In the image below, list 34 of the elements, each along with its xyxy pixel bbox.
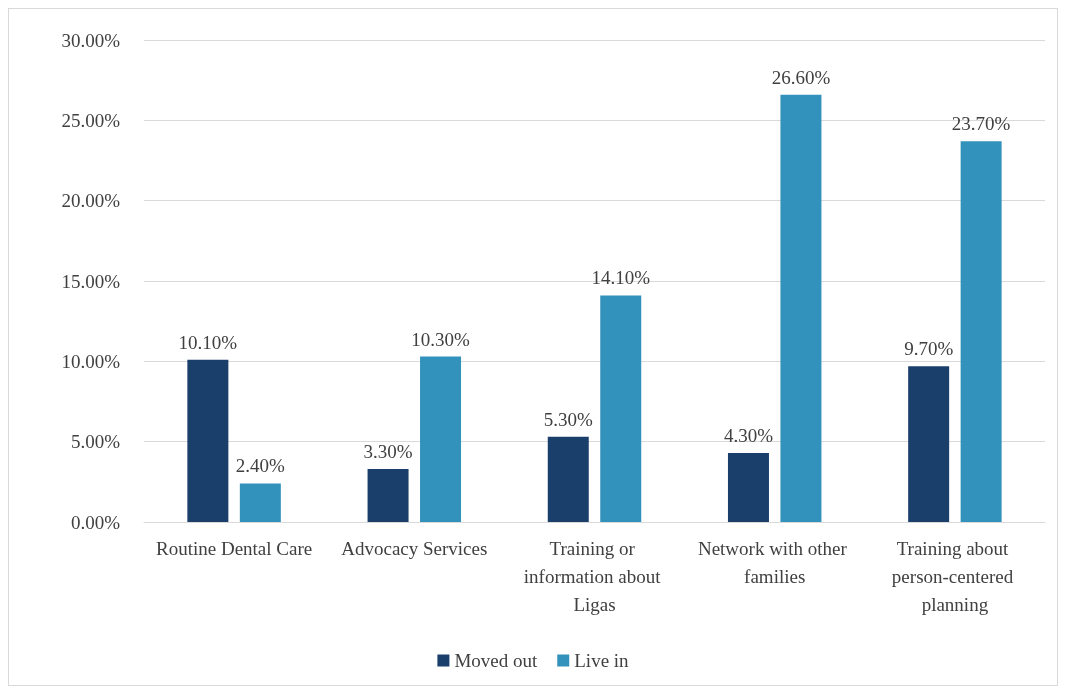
x-tick-label: Training or information about Ligas xyxy=(523,537,666,615)
bar xyxy=(547,436,589,522)
data-label: 9.70% xyxy=(904,338,954,360)
x-tick-label: Network with other families xyxy=(697,537,852,587)
bar xyxy=(367,468,409,522)
bar xyxy=(908,366,950,522)
bar xyxy=(239,483,281,522)
bar xyxy=(960,141,1002,522)
y-tick-label: 30.00% xyxy=(61,29,121,51)
data-label: 10.30% xyxy=(411,328,470,350)
bar xyxy=(187,359,229,522)
y-tick-label: 25.00% xyxy=(61,109,121,131)
bar xyxy=(600,295,642,522)
bar xyxy=(780,94,822,522)
data-label: 2.40% xyxy=(235,455,286,477)
bar xyxy=(727,452,769,522)
data-label: 4.30% xyxy=(723,424,774,446)
data-label: 3.30% xyxy=(363,440,413,462)
y-tick-label: 10.00% xyxy=(61,350,121,372)
x-tick-label: Routine Dental Care xyxy=(156,537,313,559)
y-tick-label: 0.00% xyxy=(70,511,121,533)
x-tick-label: Advocacy Services xyxy=(341,537,488,559)
y-tick-label: 15.00% xyxy=(61,270,121,292)
legend-label: Live in xyxy=(574,650,630,671)
data-label: 26.60% xyxy=(771,66,831,88)
legend-label: Moved out xyxy=(454,650,538,671)
data-label: 23.70% xyxy=(951,113,1011,135)
data-label: 10.10% xyxy=(178,331,238,353)
y-tick-label: 20.00% xyxy=(61,190,121,212)
bar xyxy=(420,356,462,522)
data-label: 5.30% xyxy=(543,408,593,430)
x-tick-label: Training about person-centered planning xyxy=(891,537,1018,615)
y-tick-label: 5.00% xyxy=(70,431,121,453)
data-label: 14.10% xyxy=(591,267,651,289)
